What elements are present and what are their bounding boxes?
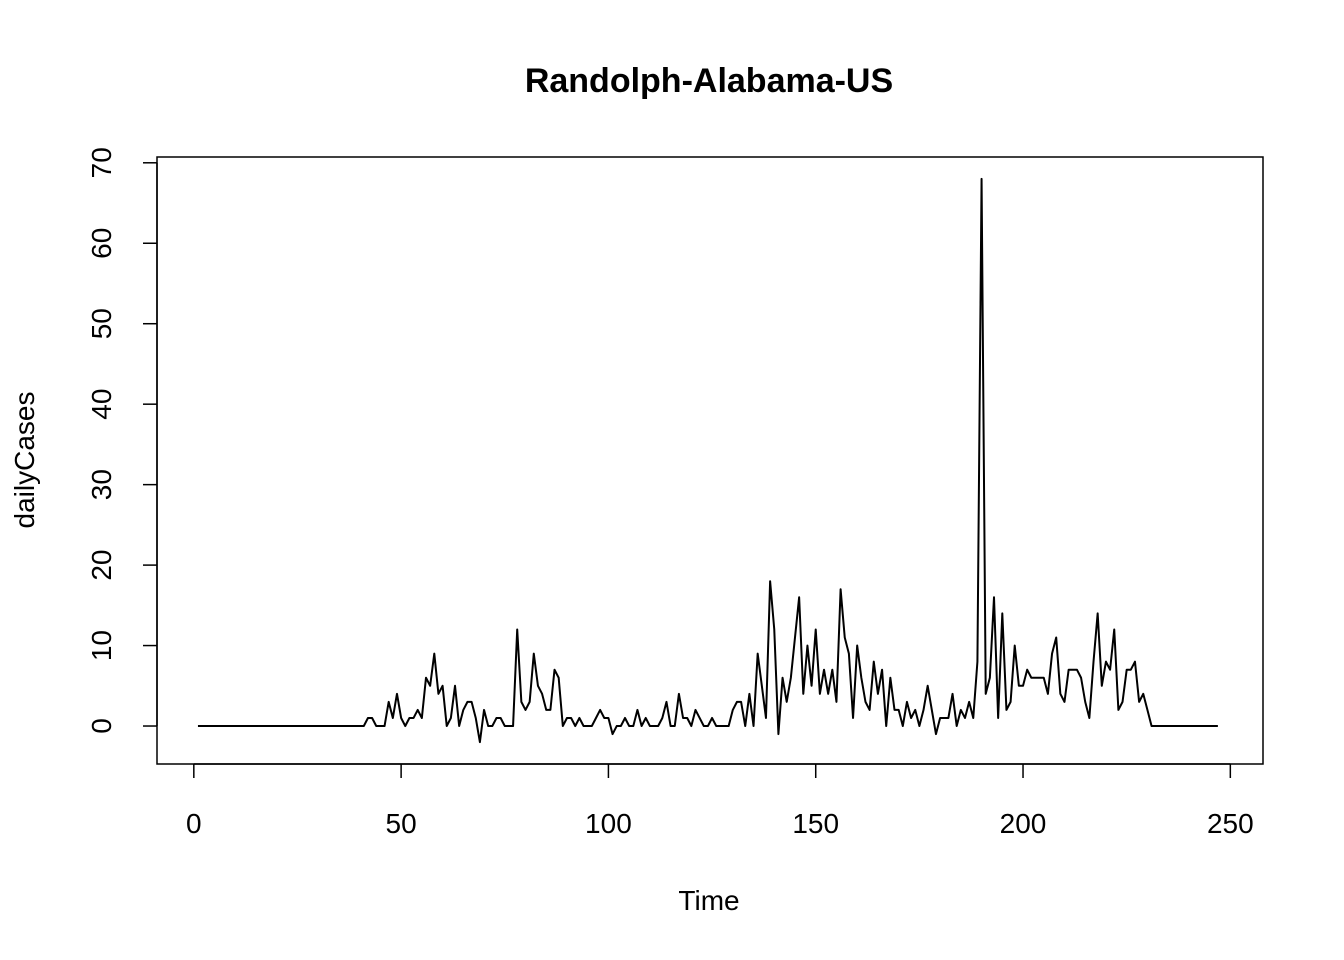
y-tick-label: 30 xyxy=(86,469,117,500)
x-tick-label: 250 xyxy=(1207,808,1254,839)
y-tick-label: 0 xyxy=(86,718,117,734)
y-axis-label: dailyCases xyxy=(9,392,40,529)
series-line-0 xyxy=(197,177,1218,744)
y-tick-label: 70 xyxy=(86,147,117,178)
x-tick-label: 150 xyxy=(792,808,839,839)
x-tick-label: 200 xyxy=(1000,808,1047,839)
chart-title: Randolph-Alabama-US xyxy=(525,62,893,100)
y-tick-label: 10 xyxy=(86,630,117,661)
series-group xyxy=(197,177,1218,744)
y-tick-label: 40 xyxy=(86,389,117,420)
x-tick-label: 50 xyxy=(386,808,417,839)
y-tick-label: 20 xyxy=(86,550,117,581)
y-tick-label: 60 xyxy=(86,228,117,259)
y-axis: 0 10 20 30 40 50 60 70 xyxy=(86,147,158,734)
x-axis-label: Time xyxy=(678,885,739,916)
x-axis: 0 50 100 150 200 250 xyxy=(186,763,1254,839)
plot-frame xyxy=(156,156,1264,765)
x-tick-label: 100 xyxy=(585,808,632,839)
x-tick-label: 0 xyxy=(186,808,202,839)
y-tick-label: 50 xyxy=(86,308,117,339)
